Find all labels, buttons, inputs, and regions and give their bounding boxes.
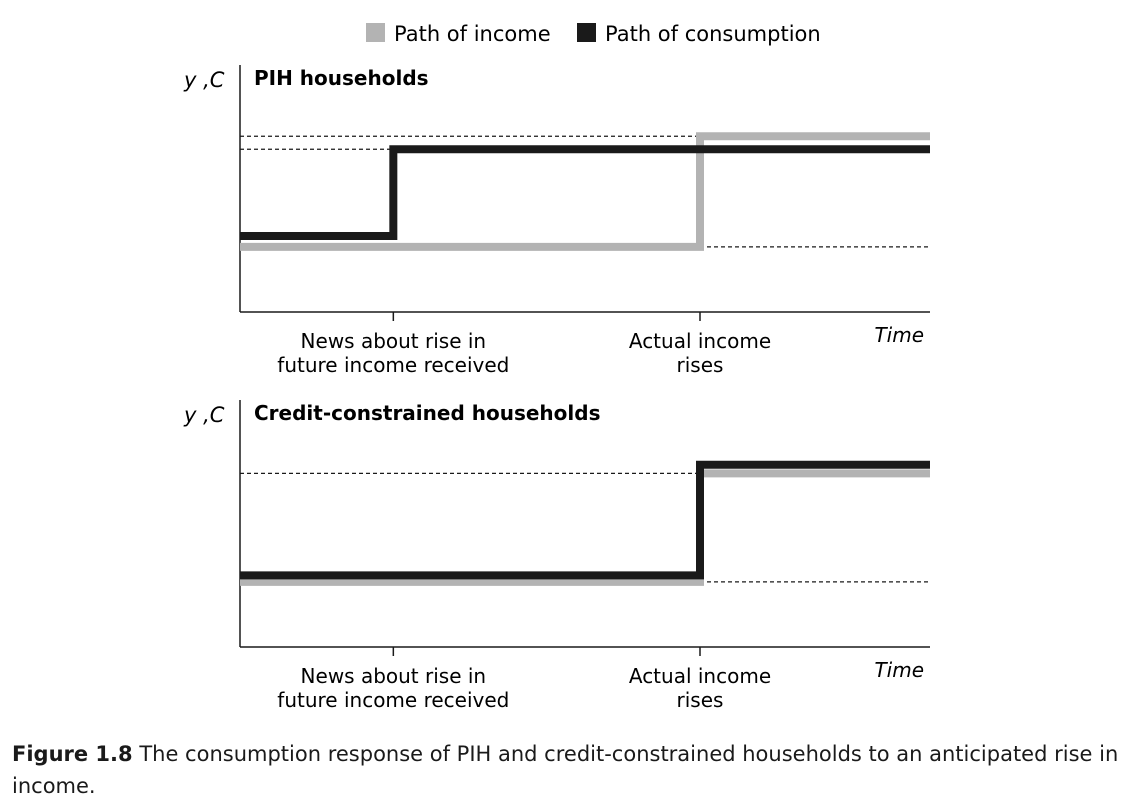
caption-text: The consumption response of PIH and cred… xyxy=(12,742,1119,798)
panel-title: PIH households xyxy=(254,66,429,90)
legend: Path of income Path of consumption xyxy=(366,22,821,46)
x-tick-label-0: News about rise in future income received xyxy=(277,664,509,712)
series-line-income xyxy=(240,132,930,251)
series-line-consumption xyxy=(240,460,930,580)
panel-pih: y ,C PIH households Time News about rise in… xyxy=(183,65,930,377)
caption-label: Figure 1.8 xyxy=(12,742,133,766)
series-line-income xyxy=(240,469,930,586)
y-axis-label: y ,C xyxy=(183,403,225,427)
series-line-consumption xyxy=(240,145,930,241)
legend-swatch-consumption xyxy=(577,23,596,42)
figure: Path of income Path of consumption y ,C P… xyxy=(183,22,930,712)
y-axis-label: y ,C xyxy=(183,68,225,92)
panel-title: Credit-constrained households xyxy=(254,401,600,425)
legend-label-income: Path of income xyxy=(394,22,551,46)
legend-label-consumption: Path of consumption xyxy=(605,22,821,46)
x-tick-label-0: News about rise in future income received xyxy=(277,329,509,377)
panel-credit-constrained: y ,C Credit-constrained households Time New… xyxy=(183,400,930,712)
x-tick-label-1: Actual income rises xyxy=(629,664,771,712)
x-axis-label: Time xyxy=(874,658,924,682)
figure-caption: Figure 1.8 The consumption response of P… xyxy=(12,738,1122,802)
legend-swatch-income xyxy=(366,23,385,42)
x-tick-label-1: Actual income rises xyxy=(629,329,771,377)
x-axis-label: Time xyxy=(874,323,924,347)
